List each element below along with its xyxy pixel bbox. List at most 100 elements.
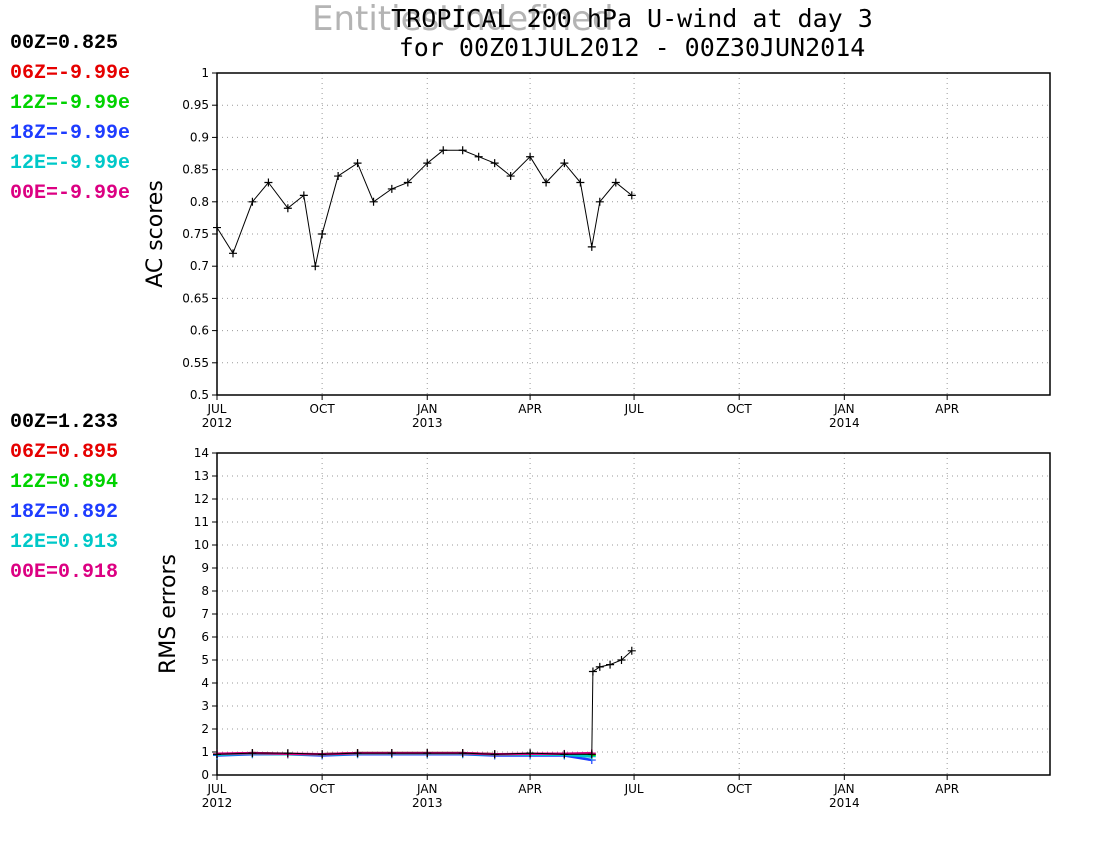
x-tick-label: JUL (624, 402, 644, 416)
y-axis-label: AC scores (143, 180, 168, 288)
x-tick-year: 2014 (829, 796, 860, 810)
y-tick-label: 2 (201, 722, 209, 736)
x-tick-label: JAN (833, 782, 855, 796)
y-tick-label: 0.6 (190, 324, 209, 338)
y-tick-label: 0 (201, 768, 209, 782)
data-point-00z-11 (587, 750, 596, 759)
overlay-text: EntitiesUndefined (312, 0, 614, 39)
data-point-00z-1 (228, 249, 237, 258)
data-point-00z-15 (617, 656, 626, 664)
x-tick-year: 2013 (412, 416, 443, 430)
y-tick-label: 0.85 (182, 163, 209, 177)
y-tick-label: 11 (194, 515, 209, 529)
data-point-00z-25 (611, 178, 620, 187)
y-axis-label: RMS errors (156, 554, 181, 674)
data-point-00z-8 (490, 750, 499, 759)
y-tick-label: 6 (201, 630, 209, 644)
x-tick-year: 2013 (412, 796, 443, 810)
y-tick-label: 0.5 (190, 388, 209, 402)
data-point-00z-24 (595, 197, 604, 206)
x-tick-label: JAN (833, 402, 855, 416)
data-point-00z-12 (588, 667, 597, 676)
data-point-00z-1 (248, 749, 257, 758)
data-point-00z-0 (213, 750, 221, 759)
legend-entry-00e: 00E=0.918 (10, 561, 118, 584)
series-line-00z (216, 149, 633, 267)
y-tick-label: 0.55 (182, 356, 209, 370)
data-point-00z-14 (439, 146, 448, 155)
data-point-00z-19 (526, 152, 535, 161)
y-tick-label: 10 (194, 538, 209, 552)
data-point-00z-7 (458, 749, 467, 758)
data-point-00z-18 (506, 172, 515, 181)
x-tick-label: JAN (416, 402, 438, 416)
y-tick-label: 0.95 (182, 98, 209, 112)
x-tick-label: APR (935, 782, 959, 796)
data-point-00z-12 (403, 178, 412, 187)
data-point-00z-9 (526, 749, 535, 758)
y-tick-label: 0.8 (190, 195, 209, 209)
data-point-00z-26 (627, 191, 636, 200)
data-point-00z-13 (423, 159, 432, 168)
data-point-00z-23 (587, 242, 596, 251)
data-point-00z-16 (474, 152, 483, 161)
y-tick-label: 8 (201, 584, 209, 598)
data-point-00z-11 (387, 184, 396, 193)
legend-entry-18z: 18Z=0.892 (10, 501, 118, 524)
legend-entry-12z: 12Z=0.894 (10, 471, 118, 494)
x-tick-label: OCT (727, 782, 753, 796)
y-tick-label: 0.9 (190, 130, 209, 144)
x-tick-year: 2014 (829, 416, 860, 430)
data-point-00z-5 (299, 191, 308, 200)
data-point-00z-22 (576, 178, 585, 187)
x-tick-label: JAN (416, 782, 438, 796)
data-point-00z-4 (283, 204, 292, 213)
x-tick-year: 2012 (202, 796, 233, 810)
data-point-00z-16 (627, 646, 636, 655)
data-point-00z-21 (560, 159, 569, 168)
data-point-00z-3 (318, 750, 327, 759)
y-tick-label: 4 (201, 676, 209, 690)
x-tick-year: 2012 (202, 416, 233, 430)
data-point-00z-0 (213, 223, 221, 232)
y-tick-label: 14 (194, 446, 209, 460)
legend-entry-12e: 12E=-9.99e (10, 152, 130, 175)
x-tick-label: OCT (310, 782, 336, 796)
data-point-00z-2 (248, 197, 257, 206)
data-point-00z-7 (318, 230, 327, 238)
y-tick-label: 0.75 (182, 227, 209, 241)
y-tick-label: 5 (201, 653, 209, 667)
data-point-00z-10 (560, 750, 569, 759)
y-tick-label: 0.7 (190, 259, 209, 273)
x-tick-label: OCT (727, 402, 753, 416)
x-tick-label: JUL (206, 782, 226, 796)
data-point-00z-17 (490, 159, 499, 168)
data-point-00z-10 (369, 197, 378, 206)
legend-entry-12z: 12Z=-9.99e (10, 92, 130, 115)
data-point-00z-20 (542, 178, 551, 187)
y-tick-label: 12 (194, 492, 209, 506)
data-point-00z-8 (334, 172, 343, 181)
y-tick-label: 1 (201, 745, 209, 759)
x-tick-label: JUL (624, 782, 644, 796)
legend-entry-00e: 00E=-9.99e (10, 182, 130, 205)
y-tick-label: 9 (201, 561, 209, 575)
x-tick-label: JUL (206, 402, 226, 416)
chart-subtitle: for 00Z01JUL2012 - 00Z30JUN2014 (399, 33, 866, 62)
plot-frame (216, 452, 1051, 776)
x-tick-label: APR (935, 402, 959, 416)
legend-entry-00z: 00Z=1.233 (10, 411, 118, 434)
legend-entry-12e: 12E=0.913 (10, 531, 118, 554)
data-point-00z-4 (353, 749, 362, 758)
data-point-00z-15 (458, 146, 467, 155)
x-tick-label: APR (518, 782, 542, 796)
ac-scores-panel: 0.50.550.60.650.70.750.80.850.90.951JUL2… (10, 32, 1051, 430)
legend-entry-00z: 00Z=0.825 (10, 32, 118, 55)
y-tick-label: 0.65 (182, 291, 209, 305)
y-tick-label: 3 (201, 699, 209, 713)
data-point-00z-2 (283, 749, 292, 758)
data-point-00z-13 (595, 662, 604, 671)
data-point-00z-6 (423, 749, 432, 758)
